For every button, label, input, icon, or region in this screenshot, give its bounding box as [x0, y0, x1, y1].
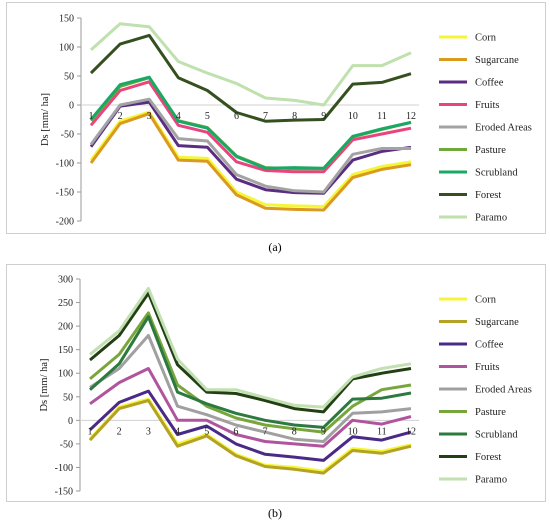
chart-panel-a: -200 -150 -100 -50 0 50 100 150 Ds [mm/ ha] 1 2 3 4 5… — [6, 2, 546, 234]
x-tick-label: 2 — [118, 111, 123, 122]
series-line-paramo — [89, 286, 412, 409]
y-tick-label: -50 — [61, 130, 74, 141]
legend-label: Sugarcane — [475, 317, 519, 328]
x-tick-label: 9 — [321, 111, 326, 122]
caption-b: (b) — [268, 506, 282, 520]
x-tick-label: 3 — [147, 111, 152, 122]
y-axis-title: Ds [mm/ ha] — [40, 93, 51, 146]
y-axis-title: Ds [mm/ ha] — [39, 358, 50, 411]
series-line-coffee — [88, 389, 412, 462]
legend-label: Corn — [475, 33, 497, 44]
y-tick-label: 300 — [58, 275, 73, 286]
series-line-scrubland — [89, 75, 412, 170]
legend-label: Corn — [475, 295, 497, 306]
legend-label: Forest — [475, 190, 501, 201]
x-tick-label: 4 — [175, 426, 180, 437]
series-line-forest — [89, 33, 412, 123]
x-tick-label: 7 — [263, 111, 268, 122]
legend-label: Eroded Areas — [475, 123, 532, 134]
series-line-scrubland — [89, 315, 412, 429]
legend-label: Fruits — [475, 100, 500, 111]
legend-label: Fruits — [475, 362, 500, 373]
x-tick-label: 11 — [377, 426, 387, 437]
legend-label: Paramo — [475, 475, 507, 486]
y-tick-label: 0 — [69, 101, 74, 112]
y-tick-label: 50 — [64, 72, 74, 83]
series-line-corn — [89, 110, 412, 208]
series-line-fruits — [89, 367, 412, 448]
x-tick-label: 8 — [292, 111, 297, 122]
series-line-forest — [89, 291, 412, 414]
legend-label: Paramo — [475, 213, 507, 224]
series-line-pasture — [89, 311, 412, 434]
series-line-sugarcane — [89, 112, 412, 212]
y-tick-label: -100 — [55, 463, 73, 474]
x-tick-label: 8 — [292, 426, 297, 437]
legend-label: Sugarcane — [475, 55, 519, 66]
x-tick-label: 1 — [89, 111, 94, 122]
y-tick-label: 100 — [58, 369, 73, 380]
y-tick-label: -150 — [55, 487, 73, 498]
y-tick-label: 200 — [58, 322, 73, 333]
legend-label: Coffee — [475, 340, 504, 351]
chart-panel-b: -150 -100 -50 0 50 100 150 200 250 300 Ds [mm/ ha]… — [6, 264, 546, 502]
x-tick-label: 4 — [176, 111, 181, 122]
x-tick-label: 10 — [348, 426, 358, 437]
y-tick-label: -50 — [60, 439, 73, 450]
x-tick-label: 11 — [377, 111, 387, 122]
legend-label: Pasture — [475, 145, 506, 156]
legend-label: Coffee — [475, 78, 504, 89]
x-tick-label: 1 — [88, 426, 93, 437]
series-line-eroded-areas — [89, 97, 411, 194]
y-tick-label: 250 — [58, 298, 73, 309]
x-tick-label: 6 — [234, 111, 239, 122]
chart-b: -150 -100 -50 0 50 100 150 200 250 300 Ds [mm/ ha]… — [39, 275, 532, 498]
legend-label: Forest — [475, 452, 501, 463]
x-tick-label: 6 — [233, 426, 238, 437]
x-tick-label: 12 — [406, 111, 416, 122]
x-tick-label: 2 — [117, 426, 122, 437]
x-tick-label: 10 — [348, 111, 358, 122]
y-tick-label: 150 — [58, 345, 73, 356]
series-line-eroded-areas — [89, 334, 412, 443]
caption-a: (a) — [268, 240, 282, 254]
series-line-paramo — [89, 22, 412, 107]
x-tick-label: 7 — [263, 426, 268, 437]
legend-label: Pasture — [475, 407, 506, 418]
x-tick-label: 9 — [321, 426, 326, 437]
x-tick-label: 12 — [406, 426, 416, 437]
legend-label: Scrubland — [475, 168, 518, 179]
series-line-sugarcane — [88, 399, 412, 475]
x-tick-label: 5 — [204, 426, 209, 437]
y-tick-label: 50 — [63, 392, 73, 403]
y-tick-label: 100 — [59, 43, 74, 54]
series-line-fruits — [89, 80, 412, 174]
y-tick-label: -200 — [56, 217, 74, 228]
y-tick-label: 0 — [68, 416, 73, 427]
x-tick-label: 3 — [146, 426, 151, 437]
y-tick-label: -150 — [56, 188, 74, 199]
legend-label: Eroded Areas — [475, 385, 532, 396]
y-tick-label: -100 — [56, 159, 74, 170]
y-tick-label: 150 — [59, 14, 74, 25]
legend-label: Scrubland — [475, 430, 518, 441]
series-line-coffee — [89, 100, 412, 195]
x-tick-label: 5 — [205, 111, 210, 122]
